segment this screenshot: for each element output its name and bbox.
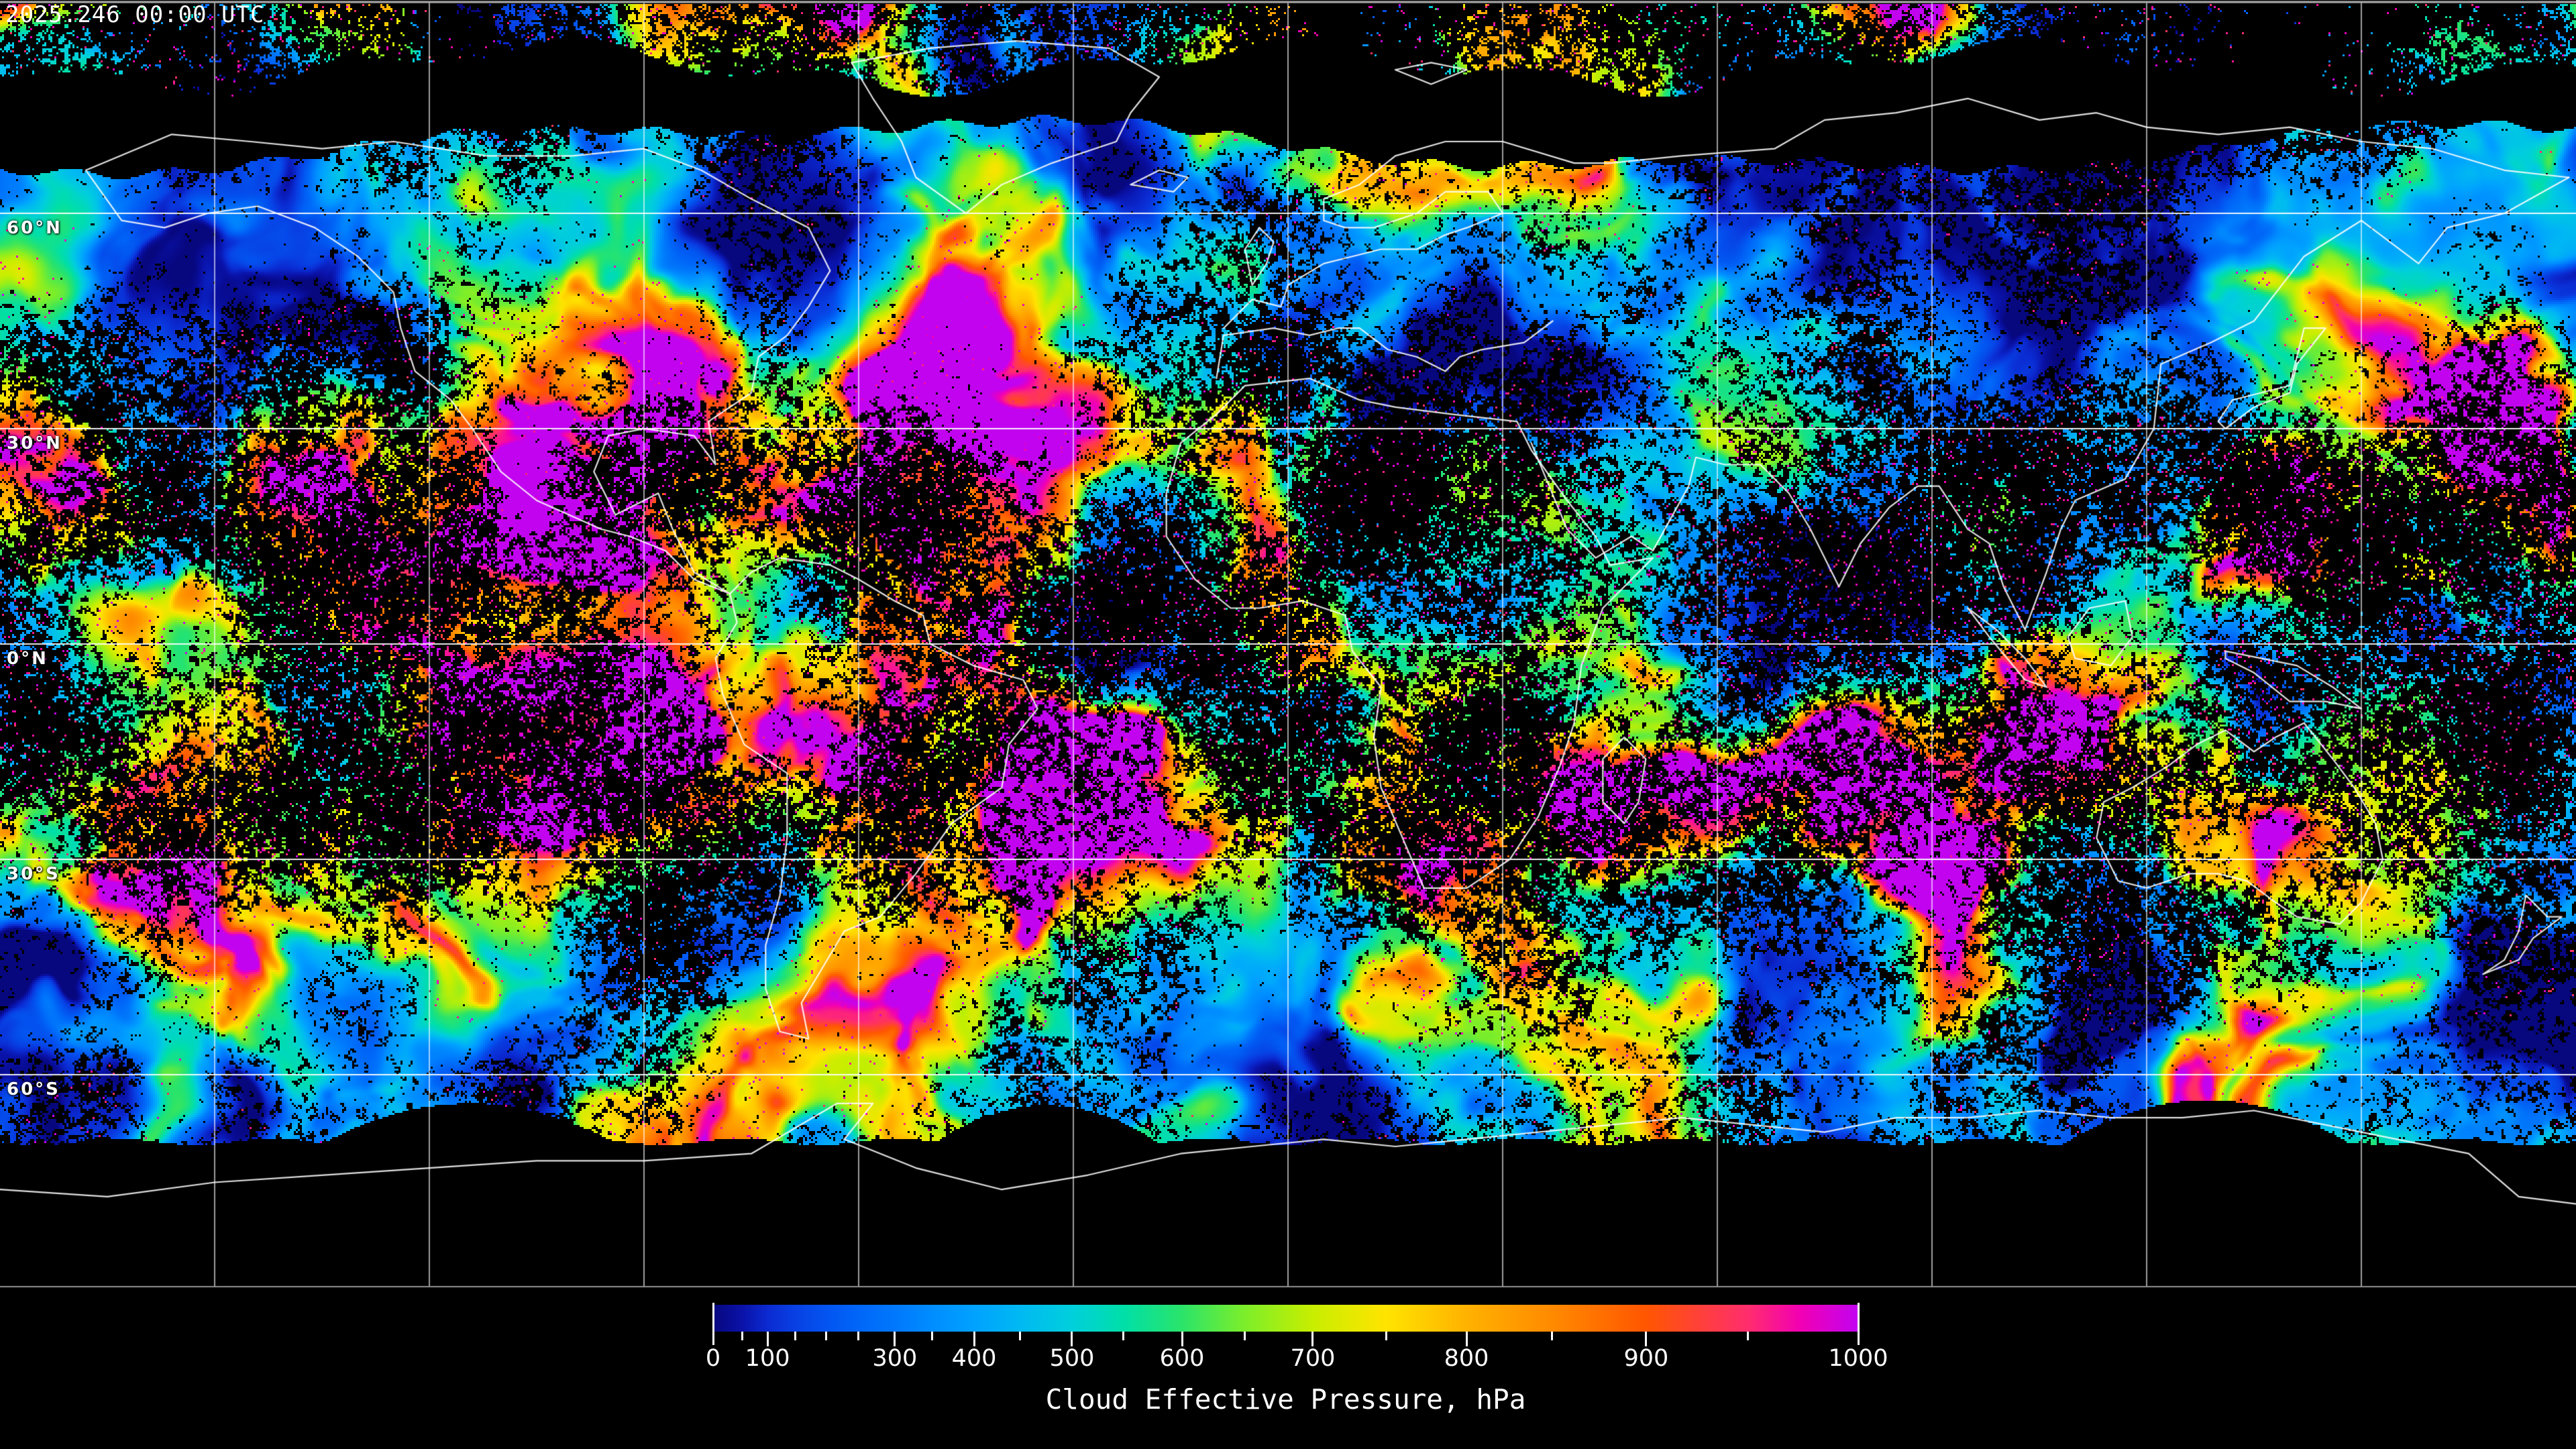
colorbar-tick: [766, 1332, 769, 1346]
colorbar-tick: [741, 1332, 743, 1340]
colorbar-tick: [973, 1332, 975, 1346]
latitude-label: 60°S: [7, 1079, 60, 1099]
latitude-label: 30°N: [7, 433, 62, 453]
colorbar-tick: [1181, 1332, 1183, 1346]
colorbar-gradient: [713, 1305, 1858, 1332]
colorbar-tick: [1747, 1332, 1750, 1340]
colorbar-tick-label: 500: [1049, 1345, 1095, 1372]
colorbar-tick: [1551, 1332, 1554, 1340]
colorbar: 0 100 300 400 500 600 700 800 900 1000 Cloud Effe…: [0, 0, 2576, 1415]
colorbar-tick: [825, 1332, 828, 1340]
colorbar-tick: [1071, 1332, 1073, 1346]
colorbar-tick-label: 700: [1290, 1345, 1336, 1372]
timestamp: 2025.246 00:00 UTC: [5, 1, 265, 28]
colorbar-tick: [1122, 1332, 1125, 1340]
colorbar-tick: [1243, 1332, 1246, 1340]
latitude-label: 60°N: [7, 218, 62, 238]
colorbar-tick-label: 1000: [1828, 1345, 1888, 1372]
latitude-label: 30°S: [7, 864, 60, 884]
colorbar-tick: [794, 1332, 796, 1340]
colorbar-tick: [1645, 1332, 1648, 1346]
colorbar-tick: [1311, 1332, 1314, 1346]
colorbar-tick: [712, 1303, 714, 1345]
colorbar-tick-label: 400: [951, 1345, 997, 1372]
colorbar-tick-label: 100: [745, 1345, 790, 1372]
colorbar-tick-label: 600: [1159, 1345, 1205, 1372]
coastline-grid-overlay: [0, 0, 2576, 1288]
colorbar-tick: [1857, 1303, 1860, 1345]
colorbar-tick-label: 800: [1444, 1345, 1489, 1372]
colorbar-tick: [894, 1332, 896, 1346]
colorbar-tick: [1385, 1332, 1387, 1340]
colorbar-tick: [1465, 1332, 1468, 1346]
colorbar-tick-label: 300: [872, 1345, 918, 1372]
colorbar-tick: [857, 1332, 860, 1340]
colorbar-tick-label: 0: [705, 1345, 721, 1372]
latitude-label: 0°N: [7, 649, 48, 669]
colorbar-tick: [930, 1332, 933, 1340]
colorbar-tick-label: 900: [1623, 1345, 1669, 1372]
colorbar-tick: [1019, 1332, 1022, 1340]
colorbar-title: Cloud Effective Pressure, hPa: [1045, 1383, 1526, 1415]
